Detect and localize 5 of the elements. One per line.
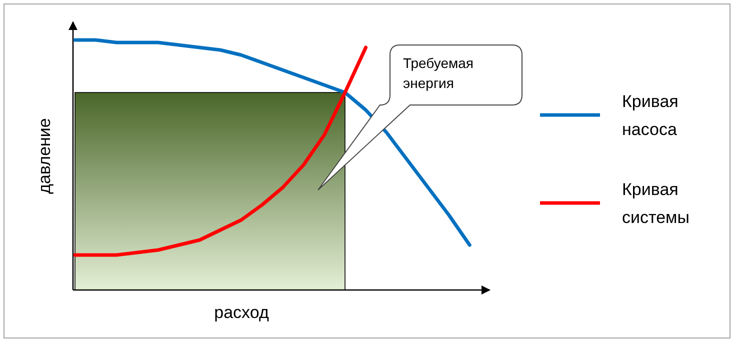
legend-label: Кривая системы: [622, 180, 690, 227]
legend-label: Кривая насоса: [622, 92, 678, 139]
annotation: Требуемая энергия: [403, 55, 474, 91]
y-axis-title: давление: [35, 118, 54, 194]
x-axis-title: расход: [214, 303, 269, 322]
